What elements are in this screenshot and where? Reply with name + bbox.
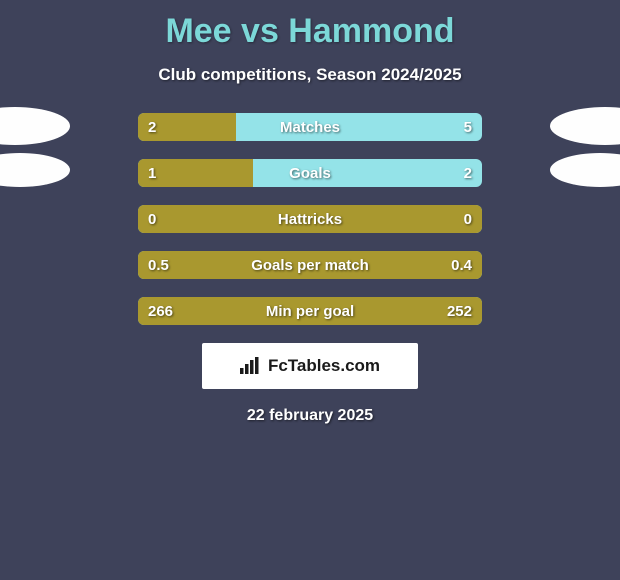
stat-right-value: 0.4 (451, 251, 472, 279)
stat-right-value: 2 (464, 159, 472, 187)
player-right-icon (550, 107, 620, 145)
stat-row: 2Matches5 (138, 113, 482, 141)
stat-row: 1Goals2 (138, 159, 482, 187)
stat-row: 266Min per goal252 (138, 297, 482, 325)
barchart-icon (240, 357, 262, 375)
stat-right-value: 5 (464, 113, 472, 141)
stat-label: Goals per match (138, 251, 482, 279)
comparison-block: 2Matches51Goals20Hattricks00.5Goals per … (10, 113, 610, 325)
branding-label: FcTables.com (268, 356, 380, 376)
stat-row: 0Hattricks0 (138, 205, 482, 233)
comparison-bars: 2Matches51Goals20Hattricks00.5Goals per … (138, 113, 482, 325)
branding-badge: FcTables.com (202, 343, 418, 389)
stat-row: 0.5Goals per match0.4 (138, 251, 482, 279)
stat-label: Min per goal (138, 297, 482, 325)
stat-right-value: 252 (447, 297, 472, 325)
player-right-icon (550, 153, 620, 187)
footer-date: 22 february 2025 (0, 407, 620, 425)
subtitle: Club competitions, Season 2024/2025 (0, 65, 620, 85)
stat-label: Matches (138, 113, 482, 141)
page-title: Mee vs Hammond (0, 0, 620, 51)
stat-right-value: 0 (464, 205, 472, 233)
player-left-icon (0, 153, 70, 187)
stat-label: Hattricks (138, 205, 482, 233)
player-left-icon (0, 107, 70, 145)
stat-label: Goals (138, 159, 482, 187)
